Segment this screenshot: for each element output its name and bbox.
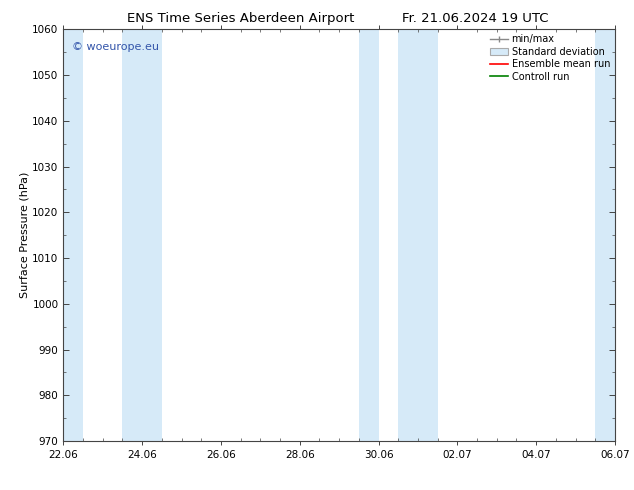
Text: © woeurope.eu: © woeurope.eu [72,42,158,52]
Text: Fr. 21.06.2024 19 UTC: Fr. 21.06.2024 19 UTC [402,12,549,25]
Bar [398,29,437,441]
Text: ENS Time Series Aberdeen Airport: ENS Time Series Aberdeen Airport [127,12,354,25]
Y-axis label: Surface Pressure (hPa): Surface Pressure (hPa) [20,172,30,298]
Bar [359,29,378,441]
Legend: min/max, Standard deviation, Ensemble mean run, Controll run: min/max, Standard deviation, Ensemble me… [488,32,612,83]
Bar [122,29,162,441]
Bar [63,29,83,441]
Bar [595,29,615,441]
